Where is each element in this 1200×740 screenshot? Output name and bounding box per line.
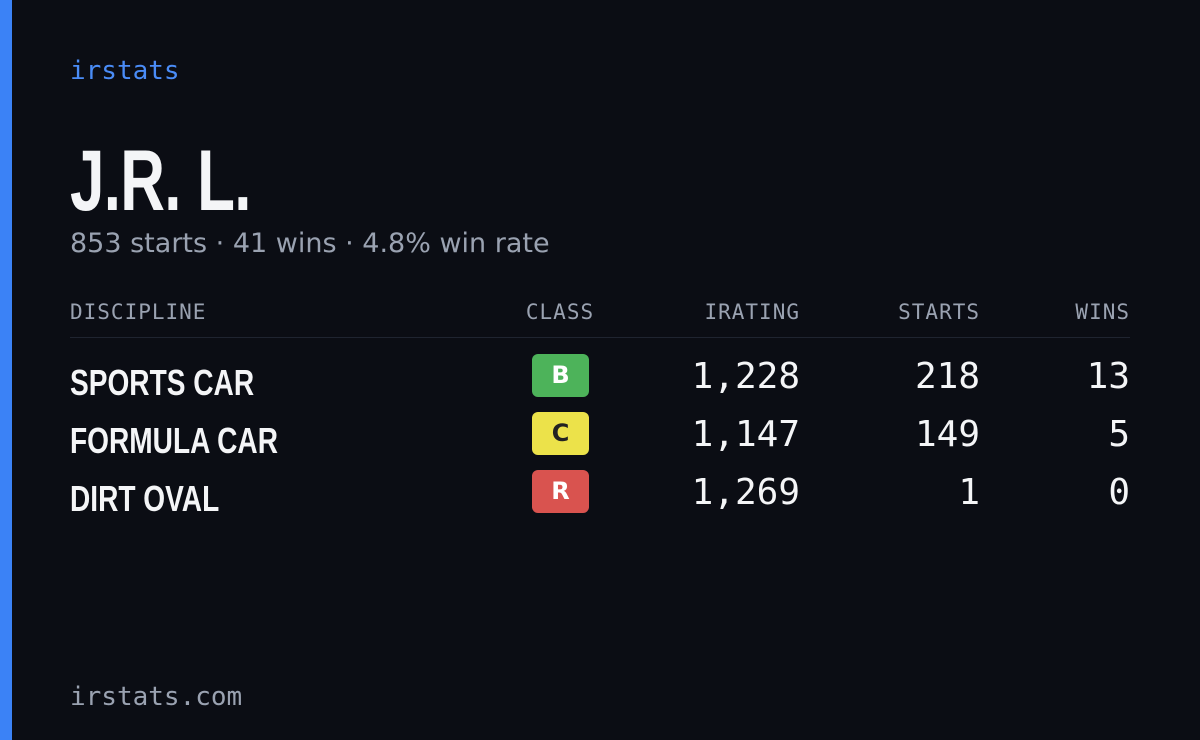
stat-value: 1,147 xyxy=(691,414,800,455)
stat-value: 1,269 xyxy=(691,472,800,513)
stat-value: 218 xyxy=(914,356,980,397)
table-row: FORMULA CAR C 1,147 149 5 xyxy=(70,412,1130,462)
class-badge: C xyxy=(532,412,589,455)
stat-value: 13 xyxy=(1086,356,1130,397)
class-badge: B xyxy=(532,354,589,397)
accent-bar xyxy=(0,0,12,740)
stat-value: 0 xyxy=(1108,472,1130,513)
class-badge: R xyxy=(532,470,589,513)
stat-value: 1 xyxy=(958,472,980,513)
table-header: DISCIPLINE CLASS IRATING STARTS WINS xyxy=(70,300,1130,338)
column-header: STARTS xyxy=(898,300,980,324)
column-header: IRATING xyxy=(704,300,800,324)
discipline: FORMULA CAR xyxy=(70,420,278,461)
footer: irstats.com xyxy=(70,682,243,712)
stat-value: 1,228 xyxy=(691,356,800,397)
stat-value: 5 xyxy=(1108,414,1130,455)
driver-name: J.R. L. xyxy=(70,133,251,229)
brand: irstats xyxy=(70,56,180,86)
column-header: DISCIPLINE xyxy=(70,300,207,324)
discipline: DIRT OVAL xyxy=(70,478,220,519)
table-row: DIRT OVAL R 1,269 1 0 xyxy=(70,470,1130,520)
summary: 853 starts · 41 wins · 4.8% win rate xyxy=(70,228,550,259)
table-row: SPORTS CAR B 1,228 218 13 xyxy=(70,354,1130,404)
stat-value: 149 xyxy=(914,414,980,455)
column-header: WINS xyxy=(1075,300,1130,324)
column-header: CLASS xyxy=(525,300,595,324)
discipline: SPORTS CAR xyxy=(70,362,255,403)
